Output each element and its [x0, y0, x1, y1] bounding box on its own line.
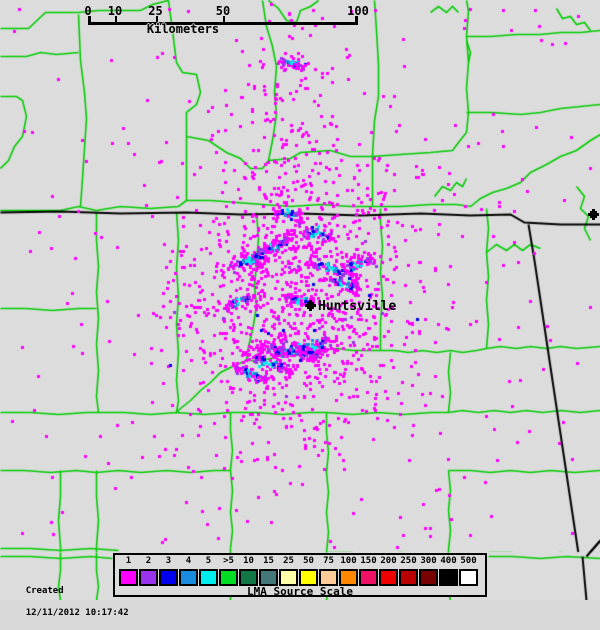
- legend-color-swatch[interactable]: [259, 569, 278, 586]
- legend-entry-label: 50: [303, 556, 314, 566]
- legend-color-swatch[interactable]: [399, 569, 418, 586]
- legend-entry-label: 300: [420, 556, 437, 566]
- legend-label-row: 1 2 3 4 5 >5 10 15 25 50 75 100 150 200 250 300 400 500: [119, 556, 478, 566]
- legend-color-swatch[interactable]: [339, 569, 358, 586]
- legend-color-swatch[interactable]: [359, 569, 378, 586]
- legend-entry-label: 200: [380, 556, 397, 566]
- legend-entry-label: 3: [165, 556, 172, 566]
- legend-entry-label: 15: [263, 556, 274, 566]
- legend-color-swatch[interactable]: [219, 569, 238, 586]
- legend-color-swatch[interactable]: [159, 569, 178, 586]
- legend-entry-label: 4: [185, 556, 192, 566]
- legend-color-swatch[interactable]: [439, 569, 458, 586]
- scale-bar-tick-label: 0: [84, 4, 92, 18]
- created-timestamp: 12/11/2012 10:17:42: [25, 608, 129, 618]
- created-label: Created: [25, 586, 64, 596]
- scale-bar-tick-label: 25: [148, 4, 163, 18]
- scale-bar-tick-label: 10: [107, 4, 123, 18]
- legend-title: LMA Source Scale: [247, 585, 353, 598]
- legend-color-swatch[interactable]: [199, 569, 218, 586]
- scale-bar: 0 10 25 50 100: [84, 4, 369, 34]
- legend-color-swatch[interactable]: [239, 569, 258, 586]
- city-name-label: Huntsville: [318, 299, 397, 314]
- legend-color-swatch[interactable]: [299, 569, 318, 586]
- legend-panel: 1 2 3 4 5 >5 10 15 25 50 75 100 150 200 250 300 400 500 L…: [113, 553, 487, 598]
- scale-bar-tick-label: 50: [215, 4, 231, 18]
- legend-entry-label: 25: [283, 556, 294, 566]
- scale-bar-tick: [88, 16, 91, 25]
- legend-entry-label: 150: [360, 556, 377, 566]
- legend-color-swatch[interactable]: [379, 569, 398, 586]
- legend-entry-label: 2: [145, 556, 152, 566]
- legend-entry-label: 10: [243, 556, 254, 566]
- legend-entry-label: 250: [400, 556, 417, 566]
- scale-bar-tick: [355, 16, 358, 25]
- legend-swatch-row: [119, 569, 478, 586]
- legend-color-swatch[interactable]: [319, 569, 338, 586]
- map-canvas[interactable]: [0, 0, 600, 600]
- legend-color-swatch[interactable]: [139, 569, 158, 586]
- scale-bar-tick: [155, 16, 158, 25]
- scale-bar-title: Kilometers: [146, 22, 220, 36]
- scale-bar-tick-label: 100: [347, 4, 369, 18]
- legend-color-swatch[interactable]: [179, 569, 198, 586]
- legend-color-swatch[interactable]: [459, 569, 478, 586]
- legend-color-swatch[interactable]: [419, 569, 438, 586]
- legend-entry-label: 1: [125, 556, 132, 566]
- legend-entry-label: 400: [440, 556, 457, 566]
- legend-entry-label: 100: [340, 556, 357, 566]
- legend-entry-label: 5: [205, 556, 212, 566]
- city-dot-icon: [305, 300, 316, 311]
- legend-entry-label: >5: [223, 556, 234, 566]
- legend-entry-label: 500: [460, 556, 477, 566]
- city-dot-icon: [588, 209, 599, 220]
- legend-entry-label: 75: [323, 556, 334, 566]
- scale-bar-tick: [115, 16, 117, 25]
- legend-color-swatch[interactable]: [119, 569, 138, 586]
- created-stamp: Created 12/11/2012 10:17:42: [4, 575, 129, 630]
- legend-color-swatch[interactable]: [279, 569, 298, 586]
- scale-bar-tick: [223, 16, 225, 25]
